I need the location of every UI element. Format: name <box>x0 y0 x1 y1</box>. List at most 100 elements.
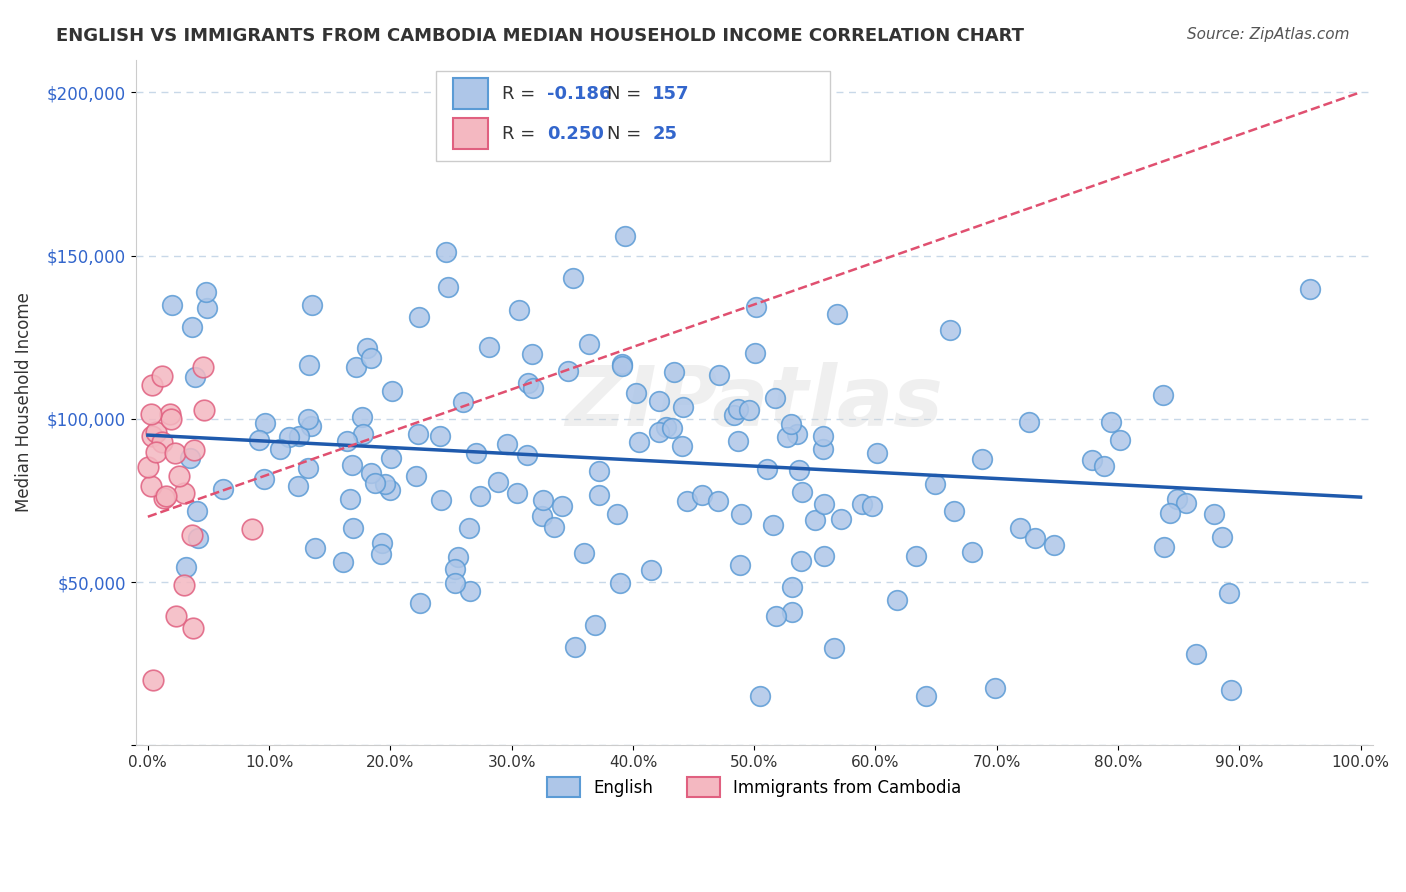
Point <box>647 394 669 409</box>
Point <box>915 690 938 704</box>
Point <box>478 340 501 354</box>
Point <box>517 376 540 391</box>
Point <box>247 433 270 447</box>
Point <box>1010 521 1032 535</box>
Legend: English, Immigrants from Cambodia: English, Immigrants from Cambodia <box>538 769 970 805</box>
Point <box>730 507 752 521</box>
Point <box>780 606 803 620</box>
Point <box>145 445 167 459</box>
Point <box>676 494 699 508</box>
Point <box>360 351 382 365</box>
Point <box>612 357 634 371</box>
Point <box>1092 458 1115 473</box>
Point <box>1043 538 1066 552</box>
Point <box>378 483 401 497</box>
Point <box>167 468 190 483</box>
Point <box>780 580 803 594</box>
Point <box>486 475 509 490</box>
Point <box>173 578 195 592</box>
Point <box>609 575 631 590</box>
Point <box>429 492 451 507</box>
Point <box>457 521 479 535</box>
Point <box>823 640 845 655</box>
Point <box>787 463 810 477</box>
Point <box>905 549 928 563</box>
Point <box>304 541 326 556</box>
Point <box>186 504 208 518</box>
Point <box>181 528 204 542</box>
Point <box>543 520 565 534</box>
Point <box>1166 492 1188 507</box>
Point <box>183 442 205 457</box>
Point <box>340 458 363 472</box>
Point <box>813 549 835 563</box>
Point <box>195 301 218 315</box>
Point <box>356 341 378 355</box>
Point <box>1081 453 1104 467</box>
Point <box>342 521 364 535</box>
Point <box>297 411 319 425</box>
Point <box>380 450 402 465</box>
Point <box>339 492 361 507</box>
Point <box>776 430 799 444</box>
Point <box>165 446 187 460</box>
Point <box>406 426 429 441</box>
Text: ENGLISH VS IMMIGRANTS FROM CAMBODIA MEDIAN HOUSEHOLD INCOME CORRELATION CHART: ENGLISH VS IMMIGRANTS FROM CAMBODIA MEDI… <box>56 27 1024 45</box>
Point <box>827 307 849 321</box>
Point <box>628 435 651 450</box>
Point <box>727 401 749 416</box>
Point <box>145 425 167 439</box>
Text: N =: N = <box>607 85 647 103</box>
Point <box>745 300 768 314</box>
Point <box>444 562 467 576</box>
Point <box>184 370 207 384</box>
Point <box>612 359 634 373</box>
Point <box>150 369 173 384</box>
Text: R =: R = <box>502 125 541 143</box>
Point <box>583 618 606 632</box>
Point <box>664 365 686 379</box>
Point <box>301 298 323 312</box>
Point <box>496 436 519 450</box>
Point <box>287 429 309 443</box>
Point <box>886 593 908 607</box>
Point <box>648 425 671 439</box>
Point <box>790 554 813 568</box>
Point <box>160 298 183 312</box>
Point <box>811 442 834 457</box>
Point <box>1218 586 1240 600</box>
Point <box>562 270 585 285</box>
Text: 157: 157 <box>652 85 690 103</box>
Point <box>860 500 883 514</box>
Point <box>564 640 586 655</box>
Point <box>160 412 183 426</box>
Point <box>707 368 730 382</box>
Point <box>851 497 873 511</box>
Point <box>1153 540 1175 554</box>
Point <box>174 560 197 574</box>
Point <box>765 609 787 624</box>
Text: 25: 25 <box>652 125 678 143</box>
Point <box>640 563 662 577</box>
Point <box>240 522 263 536</box>
Point <box>1202 507 1225 521</box>
Point <box>278 430 301 444</box>
Point <box>458 583 481 598</box>
Point <box>1220 683 1243 698</box>
Point <box>465 446 488 460</box>
Point <box>352 410 374 425</box>
Point <box>943 504 966 518</box>
Point <box>531 509 554 524</box>
Point <box>187 532 209 546</box>
Point <box>1299 282 1322 296</box>
Point <box>737 403 759 417</box>
Text: ZIPatlas: ZIPatlas <box>565 362 943 443</box>
Point <box>924 477 946 491</box>
Point <box>138 460 160 475</box>
Point <box>332 555 354 569</box>
Point <box>429 429 451 443</box>
Point <box>155 489 177 503</box>
Point <box>506 486 529 500</box>
Point <box>370 547 392 561</box>
Point <box>193 403 215 417</box>
